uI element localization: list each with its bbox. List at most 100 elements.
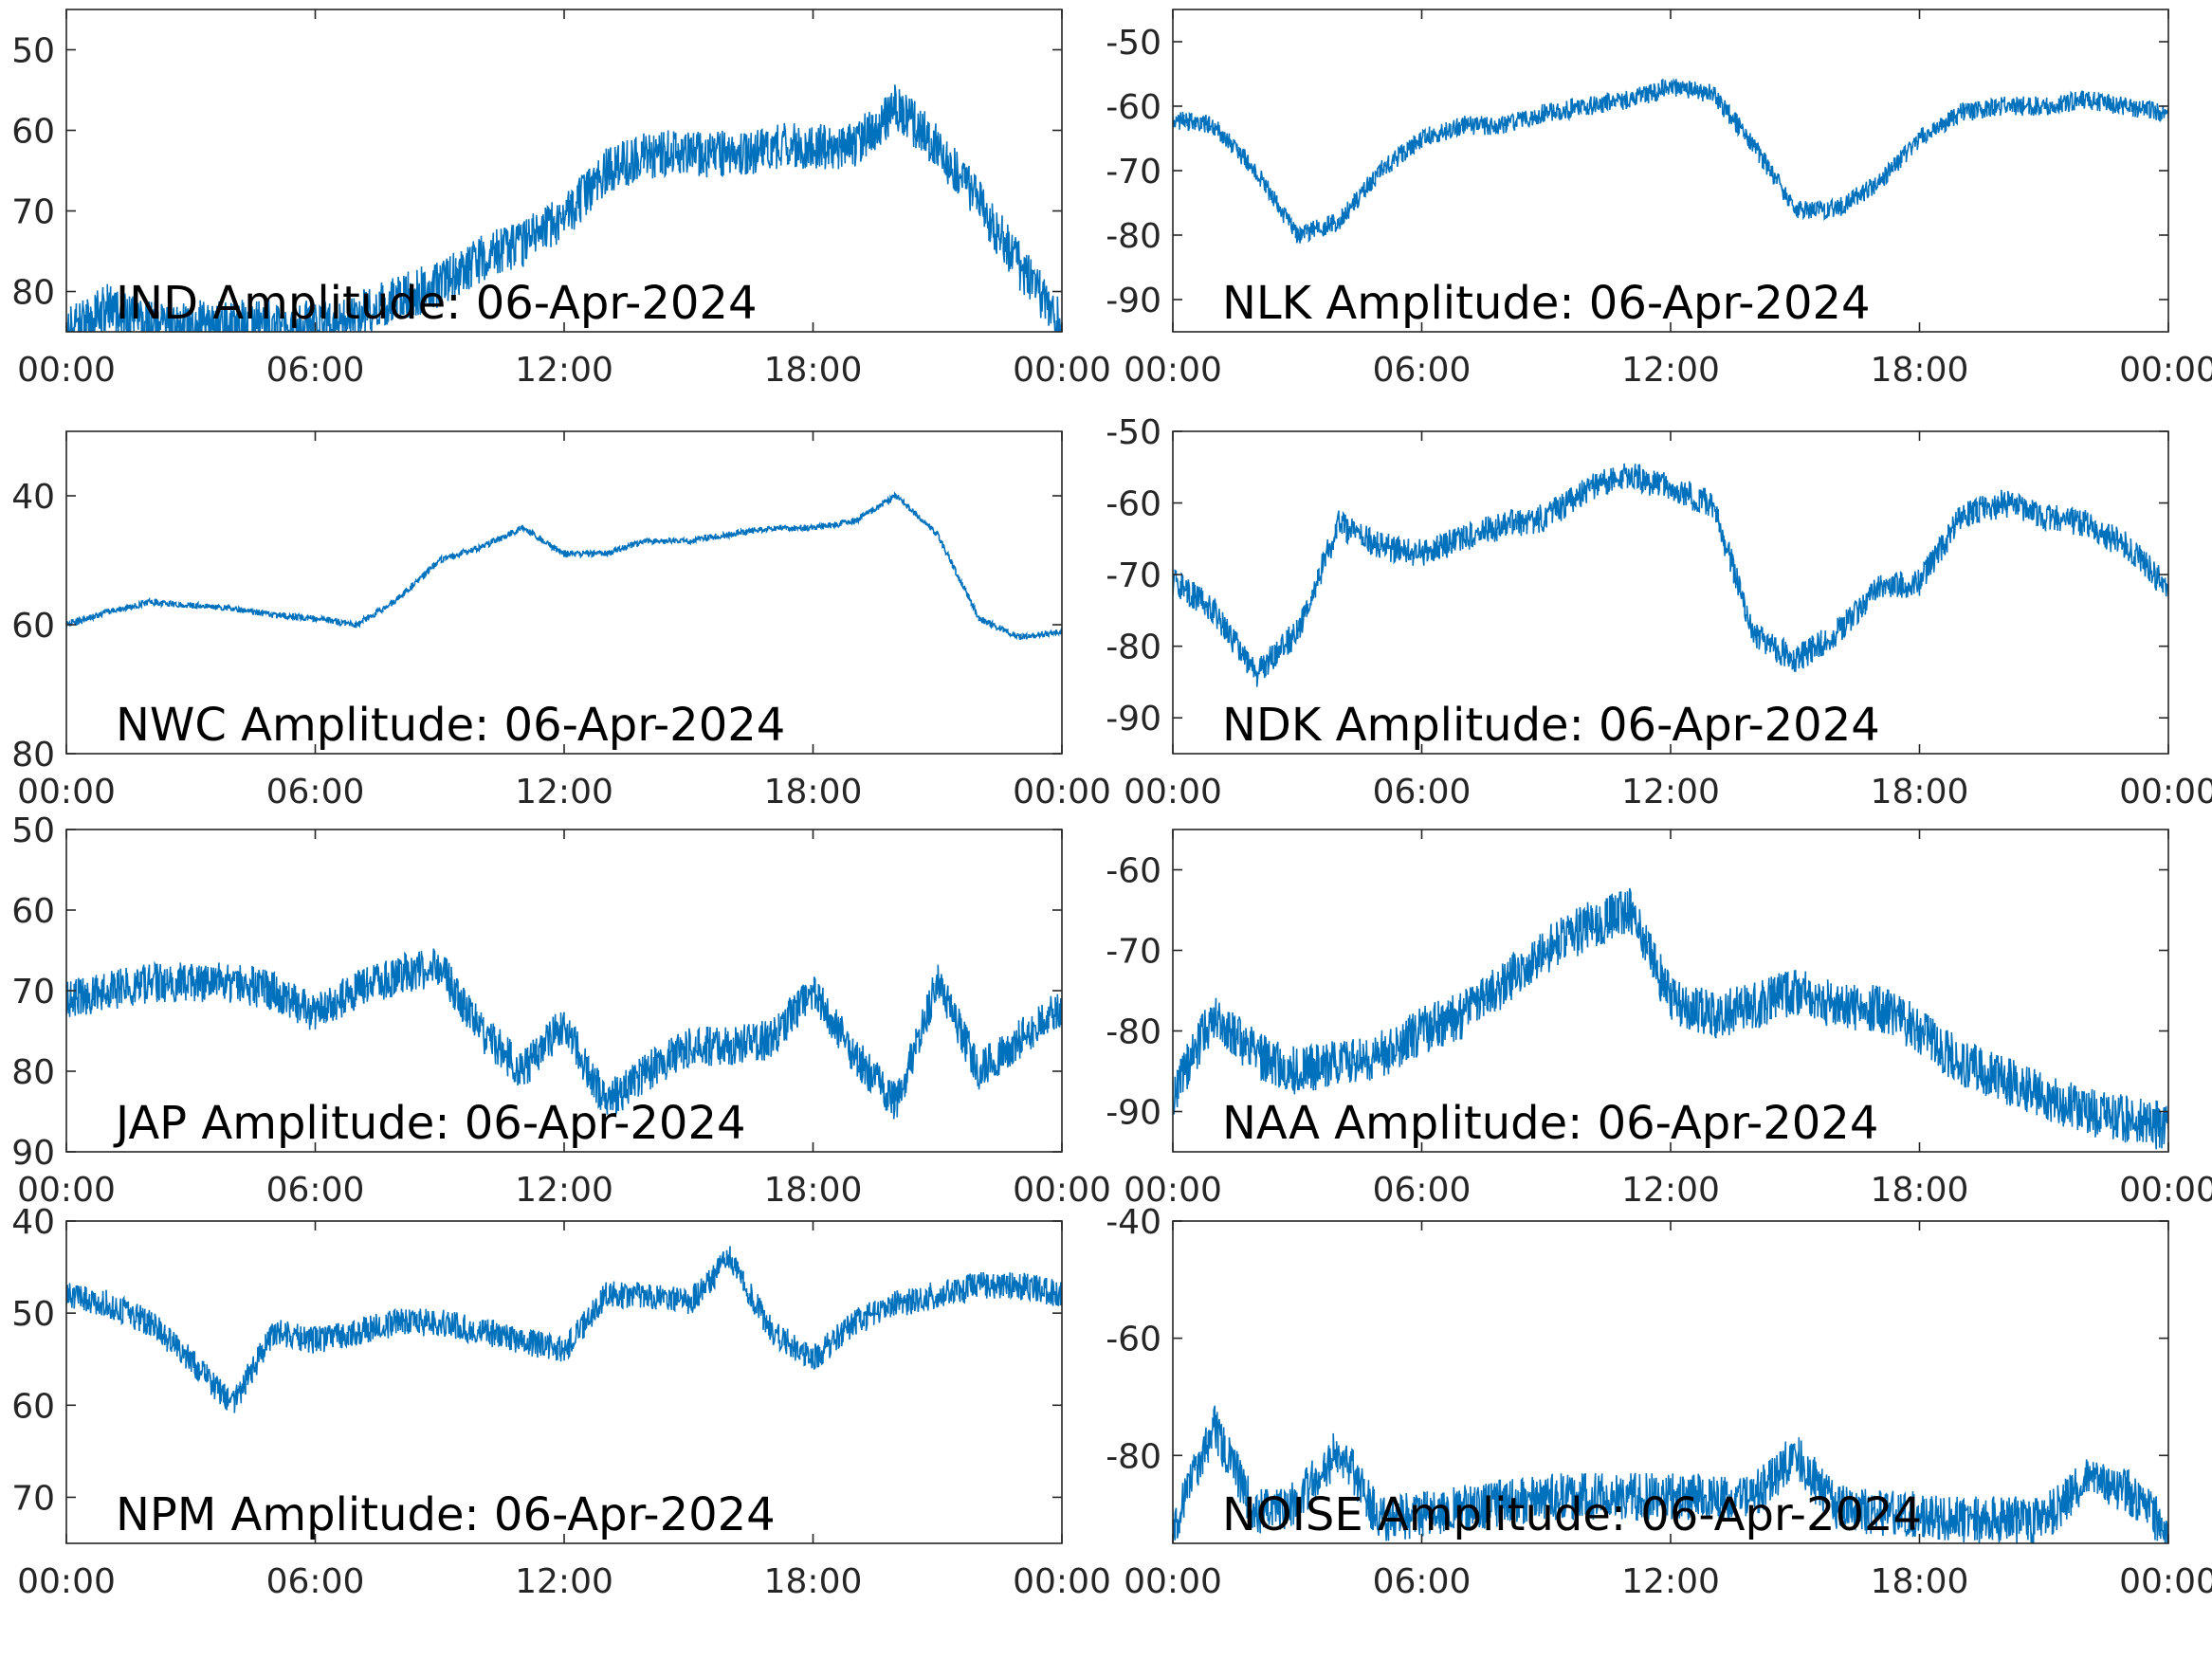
plot-area (1173, 431, 2168, 754)
series-line (1173, 1405, 2168, 1543)
x-tick-label: 00:00 (1013, 351, 1111, 390)
y-tick-label: -60 (1106, 88, 1161, 127)
x-tick-label: 06:00 (266, 1562, 365, 1601)
y-tick-label: 40 (11, 478, 55, 517)
x-tick-label: 06:00 (1373, 1562, 1472, 1601)
x-tick-label: 18:00 (764, 773, 863, 811)
x-tick-label: 00:00 (2119, 351, 2212, 390)
y-tick-label: -60 (1106, 1321, 1161, 1359)
chart-title: IND Amplitude: 06-Apr-2024 (116, 277, 757, 330)
x-tick-label: 00:00 (17, 773, 116, 811)
y-tick-label: 80 (11, 736, 55, 775)
x-tick-label: 12:00 (1621, 1562, 1720, 1601)
chart-title: NLK Amplitude: 06-Apr-2024 (1222, 277, 1871, 330)
series-line (66, 948, 1062, 1120)
y-tick-label: -40 (1106, 1203, 1161, 1242)
y-tick-label: -80 (1106, 1013, 1161, 1052)
y-tick-label: 80 (11, 1053, 55, 1092)
series-line (1173, 887, 2168, 1150)
series-line (1173, 463, 2168, 687)
y-tick-label: 60 (11, 113, 55, 152)
y-tick-label: 60 (11, 607, 55, 646)
x-tick-label: 06:00 (1373, 1171, 1472, 1210)
x-tick-label: 06:00 (1373, 773, 1472, 811)
x-tick-label: 00:00 (1124, 351, 1222, 390)
y-tick-label: 70 (11, 193, 55, 232)
x-tick-label: 00:00 (1124, 1171, 1222, 1210)
x-tick-label: 00:00 (1013, 1171, 1111, 1210)
chart-title: JAP Amplitude: 06-Apr-2024 (113, 1097, 746, 1150)
series-line (66, 84, 1062, 332)
chart-panel-2: -50 -60 -70 -80 -90 00:00 06:00 12:00 18:00 00:00… (1106, 9, 2212, 390)
x-tick-label: 00:00 (1124, 773, 1222, 811)
plot-area (66, 431, 1062, 754)
series-line (1173, 78, 2168, 244)
x-tick-label: 00:00 (2119, 1562, 2212, 1601)
x-tick-label: 18:00 (1871, 773, 1969, 811)
x-tick-label: 12:00 (515, 1562, 613, 1601)
x-tick-label: 06:00 (1373, 351, 1472, 390)
y-tick-label: -80 (1106, 217, 1161, 256)
y-tick-label: -60 (1106, 852, 1161, 891)
x-tick-label: 00:00 (2119, 1171, 2212, 1210)
y-tick-label: 70 (11, 973, 55, 1012)
y-tick-label: -80 (1106, 1437, 1161, 1476)
chart-title: NPM Amplitude: 06-Apr-2024 (116, 1488, 776, 1541)
chart-title: NOISE Amplitude: 06-Apr-2024 (1222, 1488, 1922, 1541)
x-tick-label: 12:00 (1621, 351, 1720, 390)
y-tick-label: -70 (1106, 556, 1161, 595)
x-tick-label: 00:00 (17, 1171, 116, 1210)
y-tick-label: 70 (11, 1479, 55, 1518)
plot-area (1173, 9, 2168, 332)
x-tick-label: 06:00 (266, 773, 365, 811)
x-tick-label: 06:00 (266, 1171, 365, 1210)
x-tick-label: 18:00 (764, 1171, 863, 1210)
series-line (66, 491, 1062, 641)
chart-panel-4: -50 -60 -70 -80 -90 00:00 06:00 12:00 18:00 00:00… (1106, 413, 2212, 811)
plot-area (66, 1221, 1062, 1543)
y-tick-label: -90 (1106, 700, 1161, 738)
y-tick-label: -50 (1106, 413, 1161, 452)
y-tick-label: 50 (11, 811, 55, 850)
x-tick-label: 12:00 (1621, 1171, 1720, 1210)
x-tick-label: 12:00 (515, 1171, 613, 1210)
x-tick-label: 18:00 (1871, 351, 1969, 390)
plot-area (66, 9, 1062, 332)
y-tick-label: -70 (1106, 933, 1161, 972)
y-tick-label: 60 (11, 1387, 55, 1426)
chart-title: NWC Amplitude: 06-Apr-2024 (116, 699, 785, 752)
x-tick-label: 00:00 (17, 1562, 116, 1601)
y-tick-label: -90 (1106, 1094, 1161, 1133)
y-tick-label: -50 (1106, 24, 1161, 63)
y-tick-label: 40 (11, 1203, 55, 1242)
chart-title: NDK Amplitude: 06-Apr-2024 (1222, 699, 1880, 752)
y-tick-label: 60 (11, 892, 55, 931)
y-tick-label: -90 (1106, 282, 1161, 320)
y-tick-label: 90 (11, 1134, 55, 1173)
x-tick-label: 18:00 (764, 1562, 863, 1601)
y-tick-label: 50 (11, 32, 55, 71)
x-tick-label: 18:00 (1871, 1562, 1969, 1601)
x-tick-label: 12:00 (515, 351, 613, 390)
y-tick-label: 50 (11, 1295, 55, 1334)
x-tick-label: 12:00 (515, 773, 613, 811)
x-tick-label: 00:00 (1013, 1562, 1111, 1601)
y-tick-label: -80 (1106, 629, 1161, 667)
x-tick-label: 00:00 (17, 351, 116, 390)
x-tick-label: 06:00 (266, 351, 365, 390)
x-tick-label: 18:00 (764, 351, 863, 390)
y-tick-label: -60 (1106, 485, 1161, 524)
y-tick-label: 80 (11, 274, 55, 313)
x-tick-label: 00:00 (2119, 773, 2212, 811)
x-tick-label: 12:00 (1621, 773, 1720, 811)
y-tick-label: -70 (1106, 153, 1161, 191)
x-tick-label: 00:00 (1124, 1562, 1222, 1601)
x-tick-label: 18:00 (1871, 1171, 1969, 1210)
